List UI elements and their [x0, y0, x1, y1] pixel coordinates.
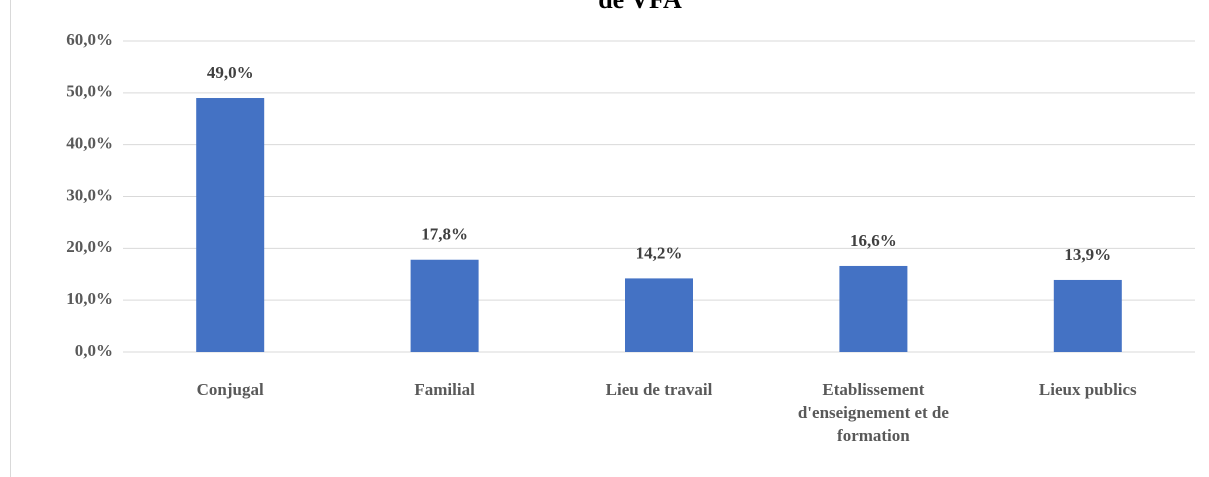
y-tick-label: 20,0%	[66, 237, 113, 256]
x-tick-label-box: Etablissement d'enseignement et de forma…	[797, 380, 949, 445]
x-tick-label-box: Familial	[414, 380, 475, 399]
x-tick-label: Lieu de travail	[605, 380, 713, 399]
x-tick-label: Conjugal	[196, 380, 264, 399]
y-tick-label: 50,0%	[66, 82, 113, 101]
x-tick-label: Etablissement d'enseignement et de forma…	[797, 380, 949, 445]
y-tick-label: 10,0%	[66, 289, 113, 308]
bar	[839, 265, 908, 352]
data-label: 17,8%	[421, 225, 468, 244]
chart-title: de VFA	[598, 0, 682, 14]
x-tick-label: Familial	[414, 380, 475, 399]
x-tick-label-box: Lieux publics	[1038, 380, 1137, 399]
data-label: 16,6%	[850, 231, 897, 250]
data-label: 13,9%	[1064, 245, 1111, 264]
data-label: 49,0%	[207, 63, 254, 82]
y-tick-label: 30,0%	[66, 185, 113, 204]
y-tick-label: 0,0%	[75, 341, 113, 360]
x-tick-label: Lieux publics	[1038, 380, 1137, 399]
bar	[196, 98, 265, 353]
bar	[625, 278, 693, 352]
y-tick-label: 60,0%	[66, 30, 113, 49]
x-tick-label-box: Lieu de travail	[605, 380, 713, 399]
data-label: 14,2%	[636, 243, 683, 262]
y-tick-label: 40,0%	[66, 134, 113, 153]
bar	[1053, 279, 1122, 352]
bar	[410, 259, 479, 352]
x-tick-label-box: Conjugal	[196, 380, 264, 399]
